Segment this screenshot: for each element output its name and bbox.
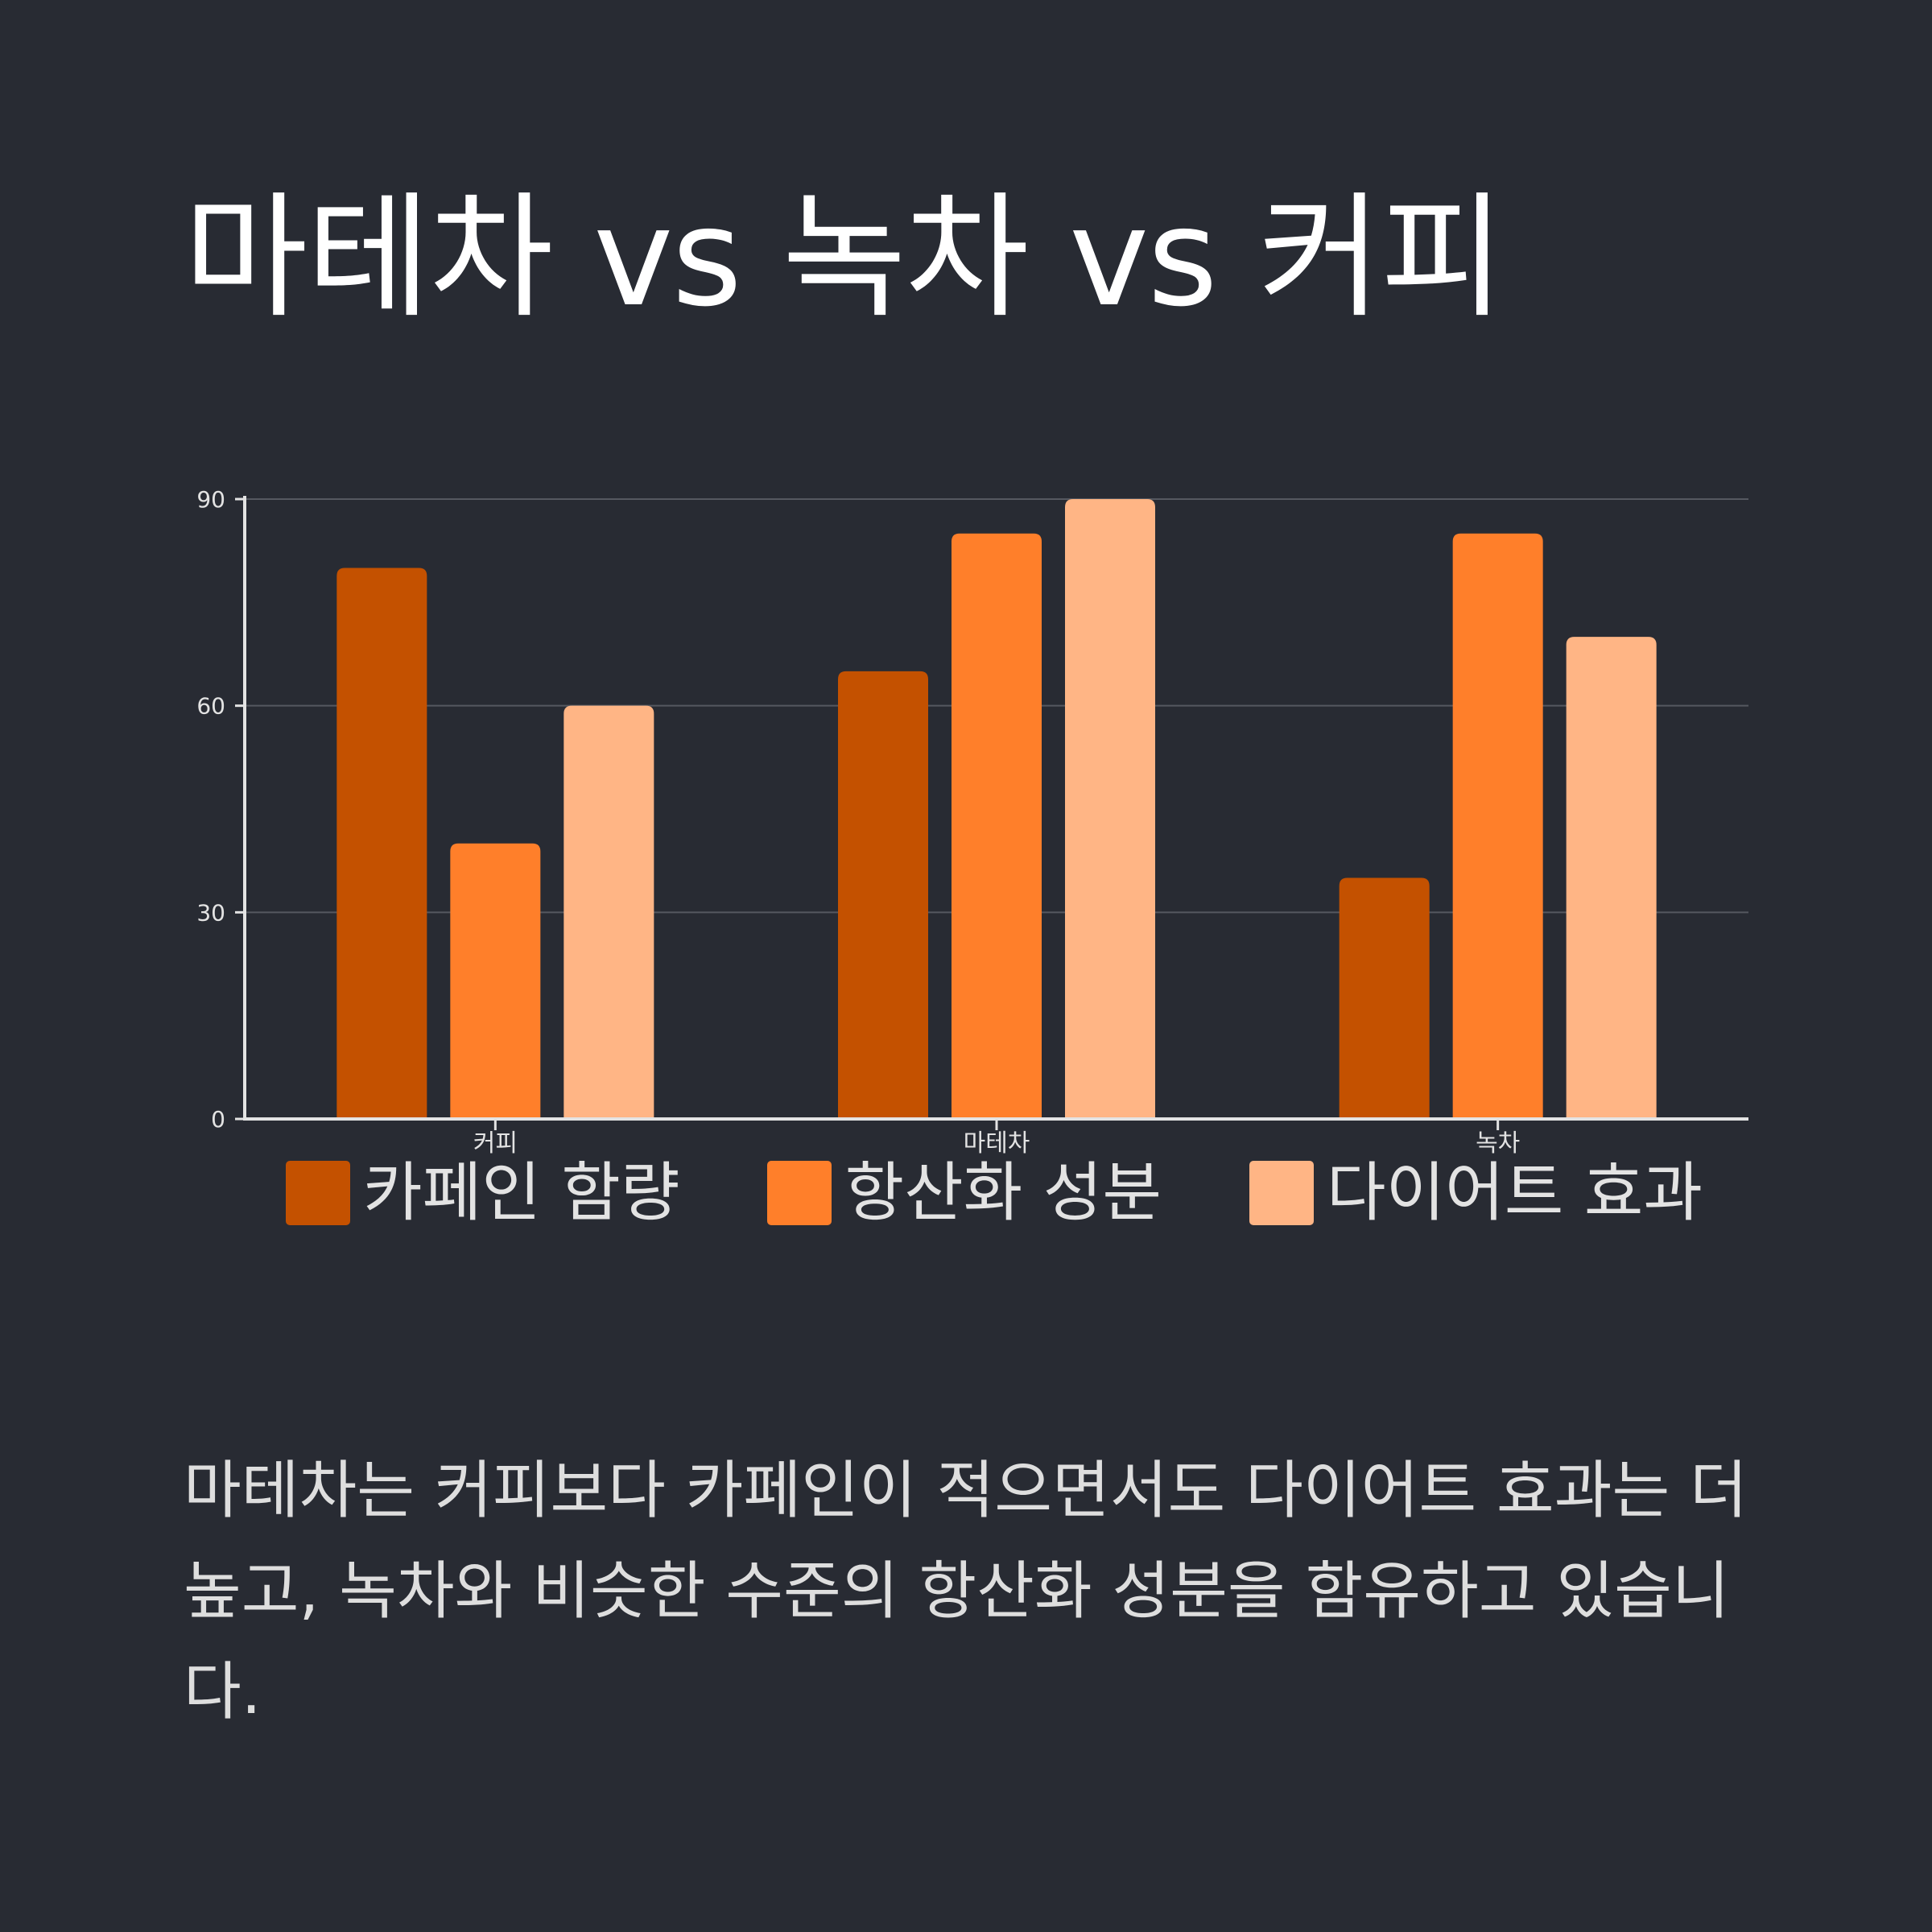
y-tick-label: 30 — [196, 899, 225, 926]
bar-1-1 — [952, 533, 1042, 1119]
legend-swatch-diet — [1249, 1161, 1314, 1225]
bar-0-1 — [450, 843, 541, 1119]
x-category-label: 마테차 — [964, 1129, 1030, 1158]
description-text: 마테차는 커피보다 카페인이 적으면서도 다이어트 효과는 더 높고, 녹차와 … — [184, 1455, 1748, 1728]
legend-label-diet: 다이어트 효과 — [1326, 1155, 1703, 1230]
legend-item-antioxidant: 항산화 성분 — [767, 1155, 1162, 1230]
legend-item-caffeine: 카페인 함량 — [286, 1161, 679, 1225]
chart-title: 마테차 vs 녹차 vs 커피 — [184, 179, 1505, 336]
bar-2-2 — [1566, 637, 1657, 1119]
axes — [235, 496, 1748, 1130]
bar-0-2 — [564, 705, 654, 1119]
legend-item-diet: 다이어트 효과 — [1249, 1161, 1703, 1225]
legend-swatch-antioxidant — [767, 1161, 832, 1225]
bar-chart: 0 30 60 90 커피 마테차 녹차 — [196, 486, 1748, 1158]
x-category-label: 녹차 — [1476, 1129, 1520, 1158]
tick-labels: 0 30 60 90 — [196, 486, 225, 1133]
x-category-label: 커피 — [473, 1129, 518, 1158]
y-tick-label: 60 — [196, 693, 225, 720]
legend-label-caffeine: 카페인 함량 — [363, 1155, 680, 1230]
y-tick-label: 90 — [196, 486, 225, 513]
y-tick-label: 0 — [211, 1106, 225, 1133]
bar-1-2 — [1065, 499, 1155, 1119]
category-labels: 커피 마테차 녹차 — [473, 1129, 1521, 1158]
bars — [336, 499, 1657, 1119]
bar-2-1 — [1452, 533, 1543, 1119]
legend-label-antioxidant: 항산화 성분 — [844, 1155, 1162, 1230]
bar-1-0 — [838, 671, 928, 1119]
bar-2-0 — [1339, 877, 1430, 1119]
bar-0-0 — [336, 568, 427, 1119]
legend-swatch-caffeine — [286, 1161, 350, 1225]
legend: 카페인 함량 항산화 성분 다이어트 효과 — [286, 1161, 1703, 1225]
